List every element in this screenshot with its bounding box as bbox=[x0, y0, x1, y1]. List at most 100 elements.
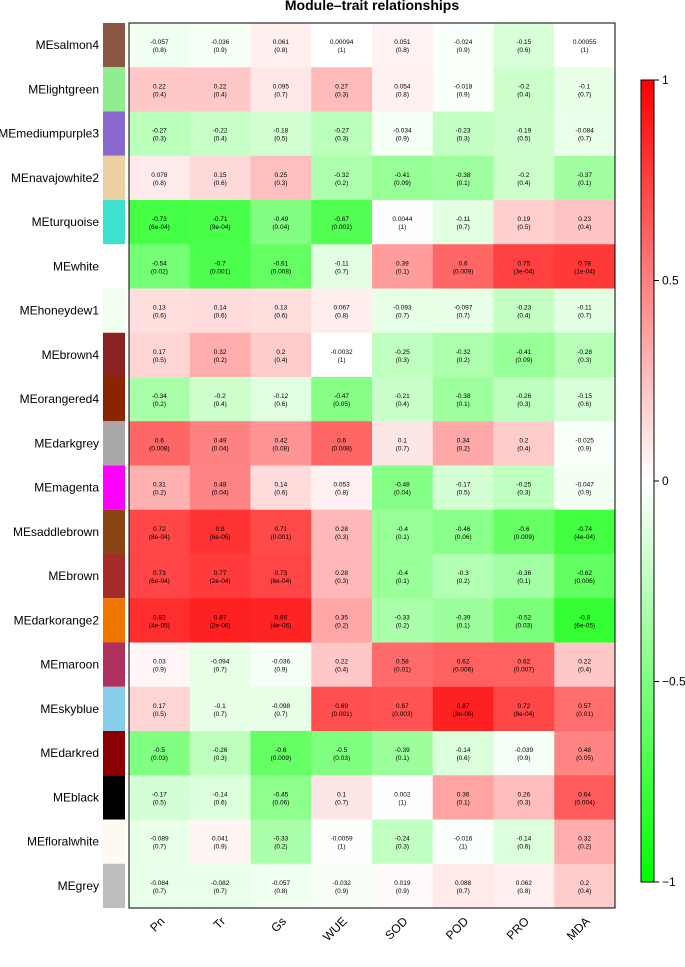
cell-correlation: 0.067 bbox=[333, 305, 350, 312]
cell-pvalue: (0.6) bbox=[213, 799, 226, 806]
module-swatch-MEhoneydew1 bbox=[103, 288, 125, 333]
cell-correlation: 0.2 bbox=[580, 880, 589, 887]
heatmap-cell bbox=[250, 111, 312, 157]
heatmap-cell bbox=[372, 863, 434, 909]
heatmap-cell bbox=[554, 863, 616, 909]
cell-correlation: -0.024 bbox=[454, 39, 473, 46]
cell-pvalue: (0.7) bbox=[456, 313, 469, 320]
cell-pvalue: (0.7) bbox=[274, 91, 287, 98]
cell-pvalue: (0.2) bbox=[396, 622, 409, 629]
heatmap-cell bbox=[432, 67, 494, 112]
heatmap-cell bbox=[129, 332, 191, 378]
cell-correlation: -0.17 bbox=[456, 482, 471, 489]
cell-correlation: 0.22 bbox=[214, 83, 227, 90]
cell-pvalue: (0.4) bbox=[517, 313, 530, 320]
cell-correlation: 0.041 bbox=[212, 836, 229, 843]
heatmap-cell bbox=[250, 200, 312, 245]
cell-pvalue: (0.2) bbox=[335, 622, 348, 629]
cell-correlation: -0.18 bbox=[273, 128, 288, 135]
cell-pvalue: (0.05) bbox=[576, 755, 593, 762]
cell-correlation: -0.27 bbox=[334, 128, 349, 135]
cell-pvalue: (0.1) bbox=[396, 534, 409, 541]
module-swatch-MEbrown bbox=[103, 554, 125, 599]
cell-correlation: 0.62 bbox=[457, 659, 470, 666]
cell-correlation: -0.54 bbox=[152, 260, 167, 267]
cell-pvalue: (1) bbox=[338, 47, 346, 54]
heatmap-cell bbox=[311, 642, 373, 688]
cell-correlation: -0.21 bbox=[395, 393, 410, 400]
cell-correlation: 0.00094 bbox=[330, 39, 354, 46]
heatmap-cell bbox=[250, 421, 312, 466]
cell-pvalue: (0.001) bbox=[271, 534, 292, 541]
heatmap-cell bbox=[554, 686, 616, 732]
row-label: MEsalmon4 bbox=[36, 38, 100, 52]
cell-pvalue: (0.3) bbox=[274, 180, 287, 187]
heatmap-cell bbox=[189, 598, 251, 643]
heatmap-cell bbox=[129, 421, 191, 466]
heatmap-cell bbox=[250, 509, 312, 555]
cell-pvalue: (0.7) bbox=[274, 711, 287, 718]
cell-pvalue: (0.8) bbox=[335, 313, 348, 320]
heatmap-cell bbox=[311, 819, 373, 865]
heatmap-cell bbox=[189, 23, 251, 68]
cell-pvalue: (0.3) bbox=[578, 357, 591, 364]
heatmap-cell bbox=[493, 642, 555, 688]
cell-pvalue: (0.2) bbox=[456, 357, 469, 364]
cell-correlation: 0.2 bbox=[276, 349, 285, 356]
cell-correlation: -0.41 bbox=[395, 172, 410, 179]
cell-correlation: -0.7 bbox=[215, 260, 227, 267]
cell-pvalue: (0.3) bbox=[335, 534, 348, 541]
cell-correlation: -0.74 bbox=[577, 526, 592, 533]
cell-pvalue: (4e-04) bbox=[574, 534, 595, 541]
heatmap-cell bbox=[493, 200, 555, 245]
cell-correlation: -0.25 bbox=[516, 482, 531, 489]
colorbar-tick-label: 0.5 bbox=[662, 274, 679, 288]
cell-pvalue: (2e-04) bbox=[210, 578, 231, 585]
heatmap-cell bbox=[311, 465, 373, 511]
cell-pvalue: (0.04) bbox=[212, 490, 229, 497]
cell-correlation: -0.093 bbox=[393, 305, 412, 312]
row-label: MEdarkorange2 bbox=[14, 613, 100, 627]
cell-correlation: -0.45 bbox=[273, 791, 288, 798]
cell-pvalue: (0.4) bbox=[517, 445, 530, 452]
cell-pvalue: (0.7) bbox=[213, 888, 226, 895]
cell-correlation: 0.87 bbox=[457, 703, 470, 710]
cell-correlation: -0.15 bbox=[577, 393, 592, 400]
heatmap-cell bbox=[554, 465, 616, 511]
heatmap-cell bbox=[311, 23, 373, 68]
cell-correlation: 0.8 bbox=[216, 526, 225, 533]
heatmap-cell bbox=[250, 67, 312, 112]
cell-correlation: 0.13 bbox=[275, 305, 288, 312]
cell-pvalue: (0.4) bbox=[153, 91, 166, 98]
heatmap-cell bbox=[432, 332, 494, 378]
cell-correlation: 0.054 bbox=[394, 83, 411, 90]
cell-correlation: -0.38 bbox=[456, 172, 471, 179]
heatmap-cell bbox=[554, 642, 616, 688]
cell-correlation: -0.39 bbox=[395, 747, 410, 754]
heatmap-cell bbox=[129, 819, 191, 865]
cell-pvalue: (9e-04) bbox=[210, 224, 231, 231]
cell-correlation: 0.75 bbox=[518, 260, 531, 267]
cell-pvalue: (0.1) bbox=[456, 799, 469, 806]
cell-correlation: -0.33 bbox=[273, 836, 288, 843]
heatmap-cell bbox=[311, 554, 373, 599]
heatmap-cell bbox=[554, 111, 616, 157]
cell-pvalue: (0.3) bbox=[517, 799, 530, 806]
cell-correlation: 0.14 bbox=[214, 305, 227, 312]
cell-pvalue: (0.9) bbox=[274, 667, 287, 674]
cell-pvalue: (0.01) bbox=[576, 711, 593, 718]
heatmap-cell bbox=[493, 554, 555, 599]
row-label: MElightgreen bbox=[28, 82, 99, 96]
cell-correlation: -0.089 bbox=[150, 836, 169, 843]
cell-pvalue: (0.1) bbox=[456, 180, 469, 187]
heatmap-cell bbox=[554, 554, 616, 599]
cell-correlation: -0.5 bbox=[154, 747, 166, 754]
module-color-swatches bbox=[103, 23, 125, 908]
row-label: MEfloralwhite bbox=[27, 835, 99, 849]
heatmap-cell bbox=[250, 686, 312, 732]
module-swatch-MEnavajowhite2 bbox=[103, 155, 125, 200]
cell-pvalue: (0.1) bbox=[578, 180, 591, 187]
heatmap-cell bbox=[189, 863, 251, 909]
heatmap-cell bbox=[189, 200, 251, 245]
row-labels: MEsalmon4 MElightgreen MEmediumpurple3 MEna… bbox=[0, 38, 100, 893]
